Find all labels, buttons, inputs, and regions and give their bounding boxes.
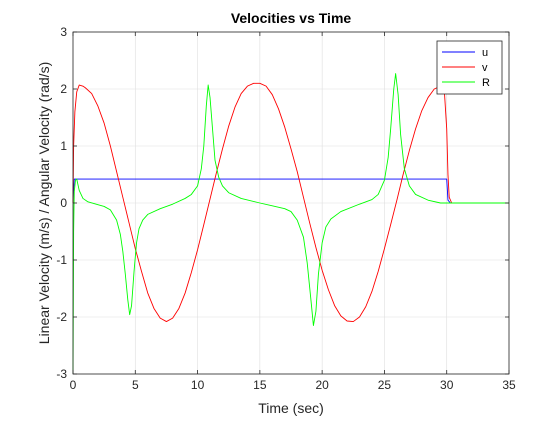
x-tick-label: 35 xyxy=(502,378,516,392)
x-tick-label: 10 xyxy=(191,378,205,392)
y-tick-label: 2 xyxy=(60,82,67,96)
x-tick-label: 20 xyxy=(315,378,329,392)
x-tick-label: 15 xyxy=(253,378,267,392)
y-tick-label: -2 xyxy=(56,310,67,324)
chart-title: Velocities vs Time xyxy=(231,10,352,26)
legend-label-R: R xyxy=(482,77,490,89)
series-line-v xyxy=(72,82,509,323)
x-tick-label: 5 xyxy=(132,378,139,392)
x-tick-label: 25 xyxy=(378,378,392,392)
y-tick-label: -1 xyxy=(56,253,67,267)
y-tick-label: -3 xyxy=(56,367,67,381)
legend: uvR xyxy=(436,40,503,95)
legend-label-v: v xyxy=(482,62,488,74)
y-tick-label: 3 xyxy=(60,25,67,39)
y-tick-label: 1 xyxy=(60,139,67,153)
series-line-R xyxy=(72,73,509,375)
x-tick-label: 30 xyxy=(440,378,454,392)
ticks: 0 5 10 15 20 25 30 35 -3 -2 -1 0 1 2 3 xyxy=(56,25,516,392)
y-tick-label: 0 xyxy=(60,196,67,210)
y-axis-label: Linear Velocity (m/s) / Angular Velocity… xyxy=(36,62,52,344)
x-axis-label: Time (sec) xyxy=(258,400,324,416)
legend-label-u: u xyxy=(482,47,488,59)
series-layer xyxy=(72,73,509,375)
x-tick-label: 0 xyxy=(70,378,77,392)
